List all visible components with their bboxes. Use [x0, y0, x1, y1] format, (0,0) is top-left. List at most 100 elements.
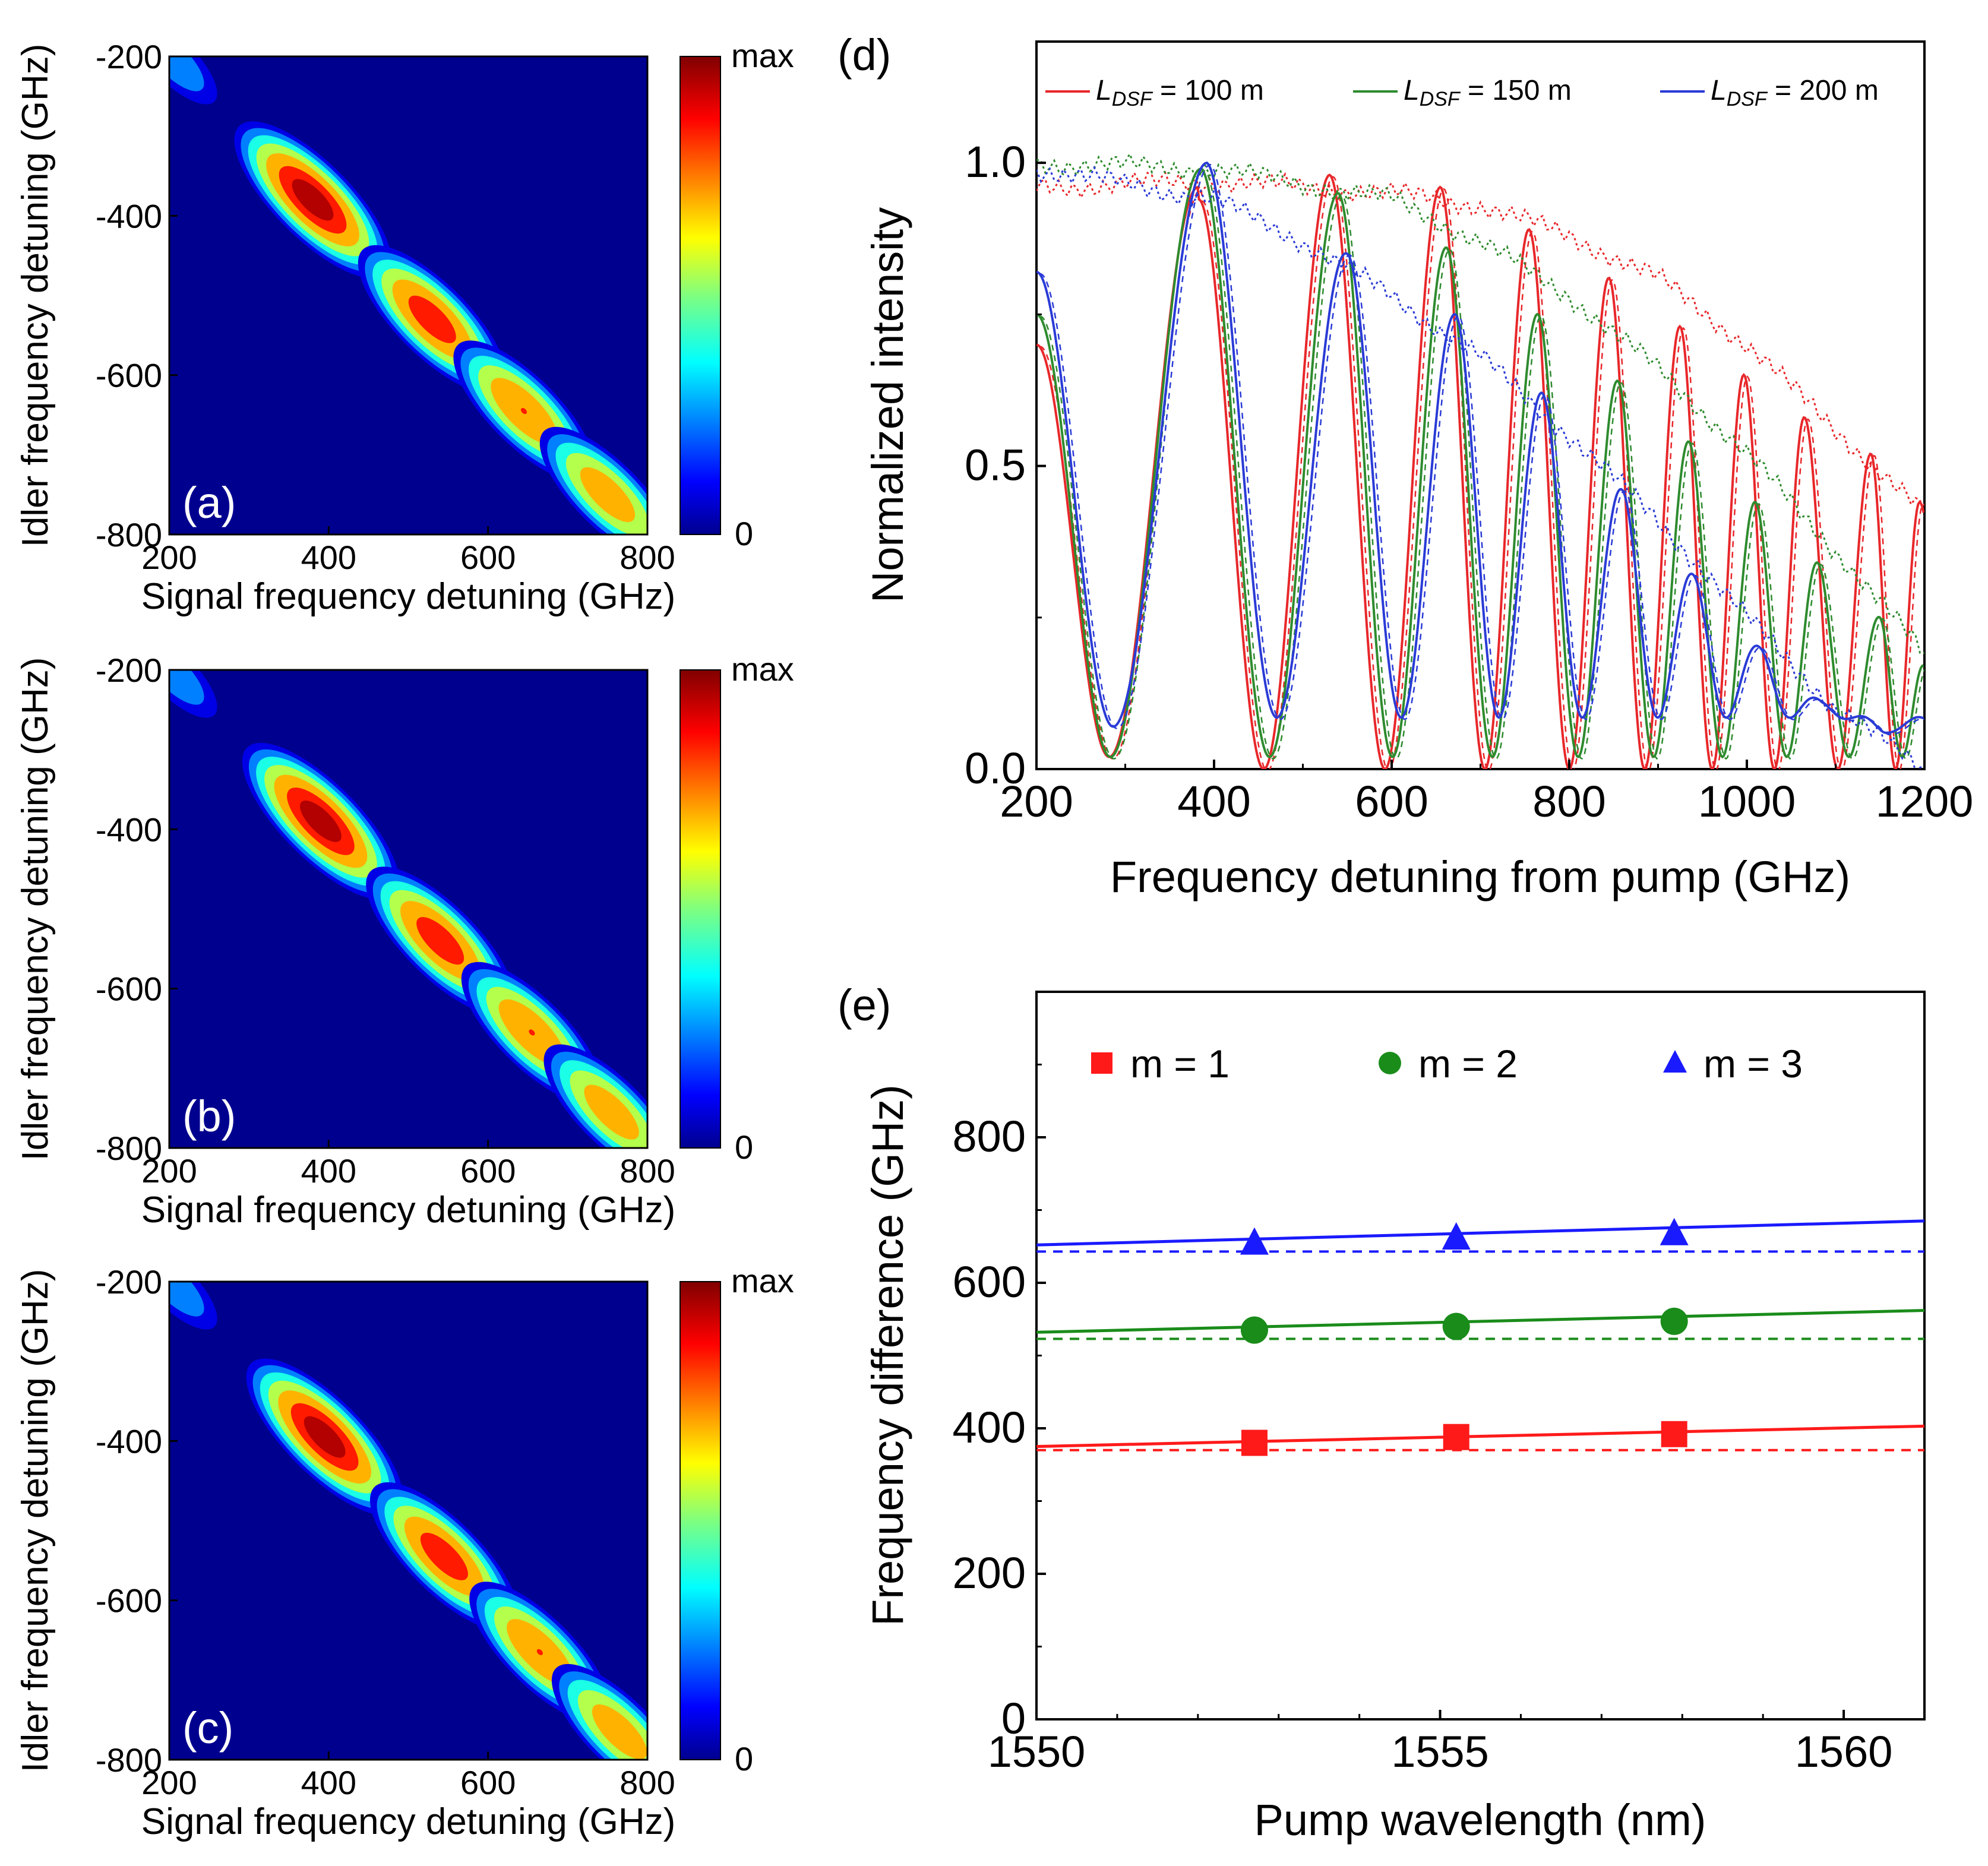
legend-label: m = 1: [1130, 1042, 1230, 1086]
y-tick-label: -200: [96, 38, 162, 75]
panel-label: (a): [182, 478, 236, 527]
colorbar-min-label: 0: [735, 515, 753, 552]
heatmap-spot-contour: [408, 295, 456, 343]
x-tick-label: 1000: [1698, 777, 1796, 826]
x-axis-label-e: Pump wavelength (nm): [1254, 1795, 1706, 1845]
y-tick-label: 600: [953, 1257, 1026, 1307]
x-tick-label: 400: [301, 1152, 356, 1190]
data-point-circle: [1240, 1316, 1268, 1344]
x-tick-label: 800: [620, 539, 675, 576]
x-tick-label: 200: [141, 539, 197, 576]
heatmap-spot: [234, 121, 391, 279]
x-tick-label: 400: [301, 1764, 356, 1801]
x-tick-label: 1555: [1391, 1727, 1489, 1776]
data-point-triangle: [1663, 1050, 1687, 1073]
fit-line: [1036, 1219, 1924, 1247]
x-tick-label: 200: [141, 1764, 197, 1801]
heatmap-spot: [358, 245, 507, 394]
x-tick-label: 1550: [988, 1727, 1086, 1776]
x-tick-label: 800: [1532, 777, 1605, 826]
y-tick-label: 0.5: [965, 441, 1026, 490]
y-tick-label: -400: [96, 1422, 162, 1460]
y-axis-label-e: Frequency difference (GHz): [863, 1084, 912, 1626]
heatmap-spot-contour: [420, 1532, 468, 1580]
heatmap-spots: [169, 1282, 647, 1760]
panel-label: (c): [182, 1703, 233, 1753]
series-simulation-line: [1039, 170, 1924, 760]
y-tick-label: -600: [96, 357, 162, 394]
x-tick-label: 600: [460, 1152, 516, 1190]
y-tick-label: -400: [96, 811, 162, 848]
heatmap-spot: [551, 1663, 647, 1760]
x-tick-label: 600: [1355, 777, 1428, 826]
y-axis-label: Idler frequency detuning (GHz): [15, 1269, 56, 1773]
legend-label: m = 2: [1418, 1042, 1518, 1086]
legend-d: LDSF = 100 m LDSF = 150 m LDSF = 200 m: [1045, 75, 1879, 110]
line-panel-d: (d) 200 400 600 800 1000 1200 0.0 0.5 1.0 LDSF =…: [837, 30, 1973, 902]
data-point-triangle: [1660, 1217, 1689, 1245]
data-point-square: [1661, 1421, 1687, 1447]
x-tick-label: 200: [141, 1152, 197, 1190]
y-axis-label-d: Normalized intensity: [863, 207, 912, 603]
heatmap-spot-contour: [169, 670, 204, 705]
data-point-triangle: [1240, 1227, 1269, 1255]
data-point-square: [1241, 1429, 1268, 1456]
heatmap-spot-contour: [169, 1282, 204, 1317]
x-axis-label: Signal frequency detuning (GHz): [141, 1801, 675, 1842]
heatmap-spot-contour: [304, 1416, 346, 1458]
colorbar-max-label: max: [731, 650, 794, 688]
y-tick-label: -800: [96, 516, 162, 554]
heatmap-panel-c: 200 400 600 800 -200 -400 -600 -800 (c) max 0 Signa…: [15, 1262, 794, 1842]
colorbar: [679, 669, 721, 1149]
heatmap-spot: [246, 1358, 403, 1516]
heatmap-spot: [242, 742, 399, 900]
y-tick-label: -600: [96, 970, 162, 1008]
y-tick-label: -400: [96, 197, 162, 235]
series-simulation-line: [1039, 176, 1924, 769]
legend-label: LDSF = 200 m: [1711, 75, 1879, 110]
heatmap-spot: [169, 670, 217, 718]
y-tick-label: 1.0: [965, 137, 1026, 186]
legend-label: m = 3: [1703, 1042, 1803, 1086]
plot-frame-d: [1035, 40, 1926, 770]
x-tick-label: 200: [1000, 777, 1073, 826]
series-line: [1036, 162, 1924, 734]
panel-label-e: (e): [837, 981, 891, 1030]
heatmap-spots: [169, 670, 647, 1148]
y-tick-label: -200: [96, 1263, 162, 1301]
panel-label-d: (d): [837, 30, 891, 80]
x-tick-label: 800: [620, 1764, 675, 1801]
x-tick-label: 1200: [1876, 777, 1974, 826]
y-tick-label: -600: [96, 1582, 162, 1620]
heatmap-spot-contour: [520, 407, 527, 415]
legend-label: LDSF = 100 m: [1096, 75, 1264, 110]
y-tick-label: -800: [96, 1741, 162, 1779]
heatmap-spot-contour: [169, 56, 204, 91]
heatmap-frame: [168, 669, 649, 1149]
plot-frame-e: [1035, 991, 1926, 1720]
data-point-circle: [1379, 1052, 1401, 1074]
x-tick-label: 400: [301, 539, 356, 576]
data-point-circle: [1442, 1312, 1470, 1340]
data-point-triangle: [1442, 1222, 1471, 1250]
colorbar-max-label: max: [731, 1262, 794, 1299]
x-axis-label: Signal frequency detuning (GHz): [141, 576, 675, 617]
data-point-square: [1443, 1424, 1469, 1450]
heatmap-spots: [169, 56, 647, 535]
envelope-line: [1036, 165, 1924, 769]
y-tick-label: 200: [953, 1548, 1026, 1598]
colorbar-min-label: 0: [735, 1740, 753, 1778]
x-tick-label: 600: [460, 1764, 516, 1801]
heatmap-spot-contour: [592, 1704, 647, 1760]
heatmap-spot-contour: [529, 1029, 535, 1036]
colorbar-min-label: 0: [735, 1128, 753, 1166]
y-axis-label: Idler frequency detuning (GHz): [15, 657, 56, 1161]
x-axis-label-d: Frequency detuning from pump (GHz): [1110, 852, 1850, 902]
legend-label: LDSF = 150 m: [1404, 75, 1572, 110]
heatmap-spot: [169, 1282, 217, 1330]
colorbar: [679, 56, 721, 535]
y-tick-label: 400: [953, 1403, 1026, 1452]
x-tick-label: 1560: [1795, 1727, 1893, 1776]
heatmap-spot-contour: [292, 179, 334, 221]
